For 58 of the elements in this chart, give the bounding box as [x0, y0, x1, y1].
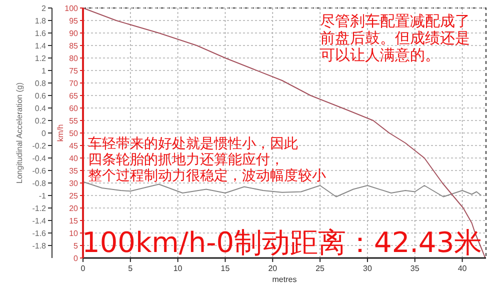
- y2-tick-label: 35: [69, 166, 79, 176]
- y2-tick-label: 10: [69, 229, 79, 238]
- line-series: [82, 8, 486, 258]
- y2-tick-label: 25: [69, 192, 79, 200]
- y-tick-label: -0.2: [32, 142, 47, 150]
- y-tick-label: 0.8: [34, 79, 47, 88]
- y2-tick-label: 15: [69, 216, 79, 226]
- annotation: 尽管刹车配置减配成了前盘后鼓。但成绩还是可以让人满意的。: [320, 12, 470, 64]
- y2-tick-label: 80: [69, 54, 79, 63]
- y-axis-title: Longitudinal Acceleration (g): [15, 82, 24, 184]
- y-tick-label: -0.6: [32, 166, 47, 176]
- y2-tick-label: 5: [74, 242, 79, 250]
- x-tick-label: 40: [458, 264, 468, 273]
- y2-tick-label: 85: [69, 42, 79, 50]
- y-tick-label: 1.4: [34, 42, 47, 50]
- y2-tick-label: 50: [69, 129, 79, 138]
- y2-tick-label: 60: [69, 104, 79, 113]
- x-tick-label: 30: [363, 264, 372, 273]
- y2-tick-label: 70: [69, 79, 79, 88]
- x-tick-label: 25: [316, 264, 326, 273]
- y2-tick-label: 75: [69, 66, 79, 76]
- y2-tick-label: 55: [69, 116, 79, 126]
- y-tick-label: 1.2: [34, 54, 47, 63]
- y2-tick-label: 45: [69, 142, 79, 150]
- annotation: 100km/h-0制动距离：42.43米: [82, 226, 482, 259]
- y-tick-label: -0.8: [32, 179, 47, 188]
- y-tick-label: 0: [42, 129, 47, 138]
- y-tick-label: -1.4: [32, 216, 47, 226]
- x-tick-label: 35: [410, 264, 420, 273]
- y2-tick-label: 20: [69, 204, 79, 213]
- x-tick-label: 0: [80, 264, 86, 273]
- y2-axis-title: km/h: [56, 124, 65, 142]
- y-tick-label: -1: [38, 192, 47, 200]
- line-series: [82, 181, 482, 198]
- y2-tick-label: 90: [69, 29, 79, 38]
- y2-tick-label: 0: [74, 254, 79, 263]
- y-tick-label: -1.8: [32, 242, 47, 250]
- y-tick-label: 0.6: [34, 92, 47, 100]
- annotation: 车轻带来的好处就是惯性小，因此四条轮胎的抓地力还算能应付，整个过程制动力很稳定，波动幅度较小: [88, 136, 326, 184]
- y-tick-label: -1.6: [32, 229, 47, 238]
- y-tick-label: -0.4: [32, 154, 47, 163]
- x-tick-label: 5: [128, 264, 134, 273]
- y-tick-label: -1.2: [32, 204, 47, 213]
- y-tick-label: 1.8: [34, 16, 47, 26]
- y-tick-label: 0.4: [34, 104, 47, 113]
- y2-tick-label: 30: [69, 179, 79, 188]
- x-tick-label: 15: [220, 264, 230, 273]
- x-tick-label: 20: [268, 264, 278, 273]
- y2-tick-label: 40: [69, 154, 79, 163]
- y-tick-label: 1.6: [34, 29, 47, 38]
- x-axis-title: metres: [272, 275, 297, 284]
- x-tick-label: 10: [173, 264, 183, 273]
- y2-tick-label: 100: [64, 4, 79, 13]
- y-tick-label: 1: [42, 66, 47, 76]
- y-tick-label: 2: [42, 4, 47, 13]
- y2-tick-label: 95: [69, 16, 79, 26]
- y2-tick-label: 65: [69, 92, 79, 100]
- y-tick-label: 0.2: [34, 116, 47, 126]
